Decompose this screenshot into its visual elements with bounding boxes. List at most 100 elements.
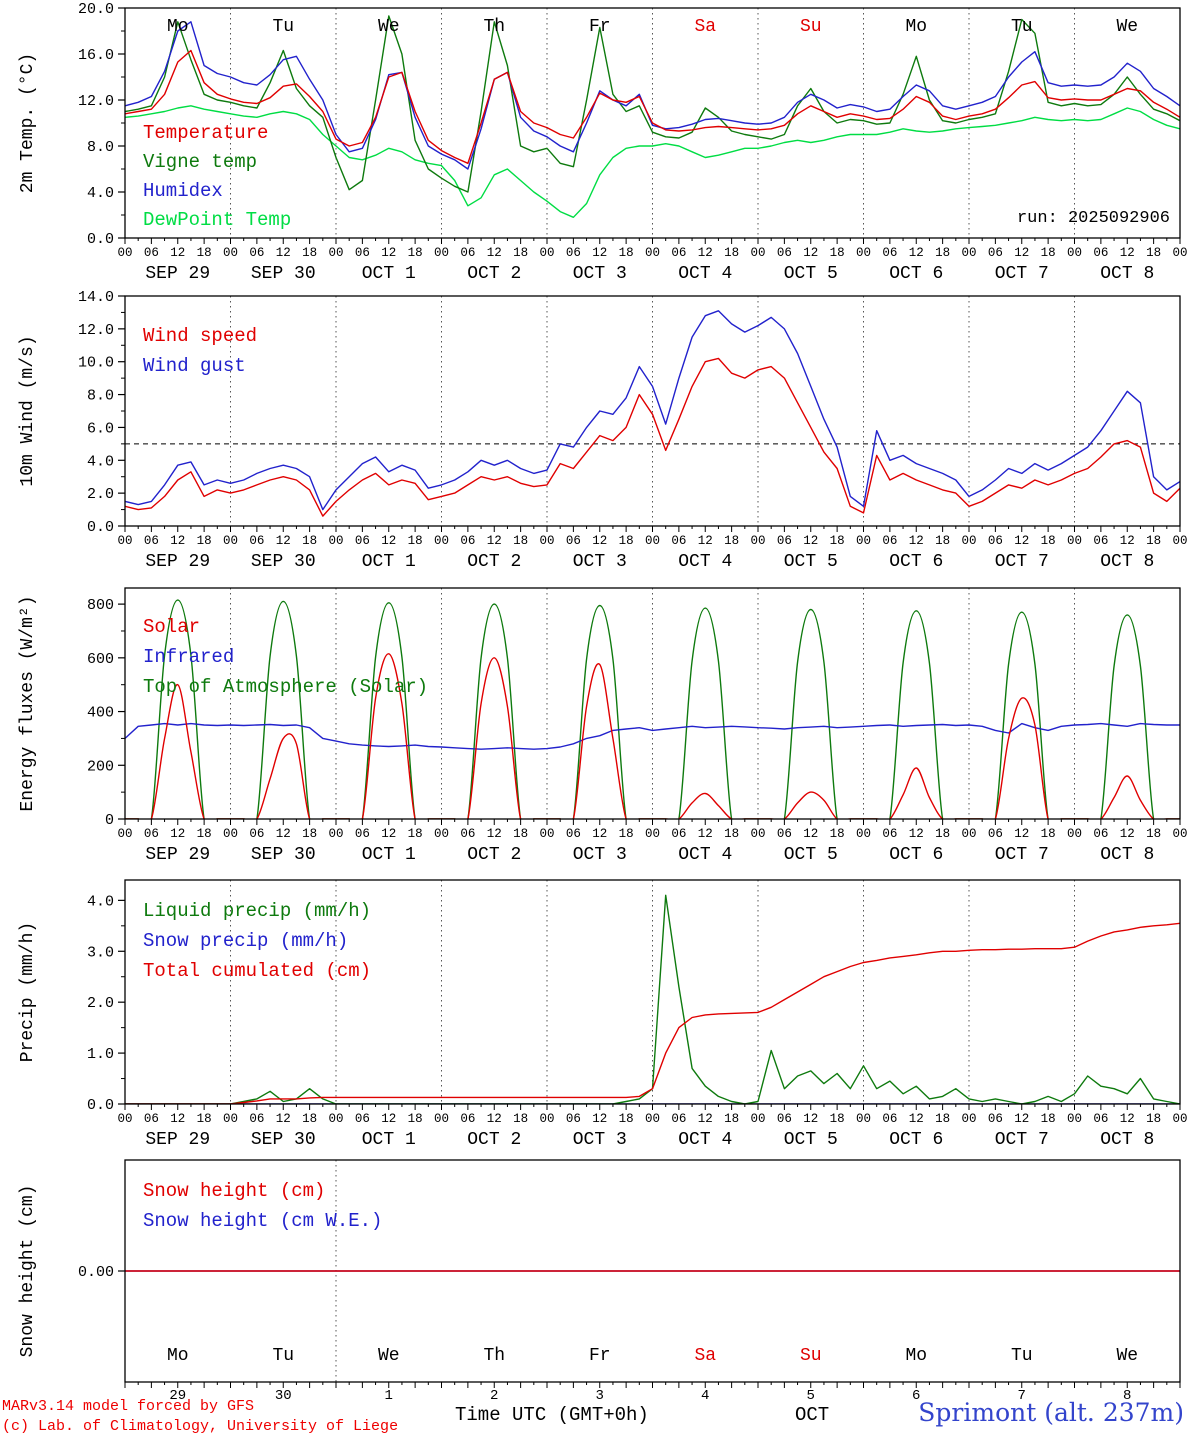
svg-text:18: 18	[408, 534, 423, 548]
svg-text:12: 12	[381, 1112, 396, 1126]
series-line	[125, 653, 1180, 819]
svg-text:18: 18	[724, 246, 739, 260]
svg-text:SEP 30: SEP 30	[251, 845, 316, 865]
svg-text:00: 00	[117, 827, 132, 841]
svg-text:OCT 1: OCT 1	[362, 845, 416, 865]
svg-text:SEP 29: SEP 29	[145, 845, 210, 865]
svg-text:00: 00	[223, 534, 238, 548]
svg-text:00: 00	[645, 1112, 660, 1126]
svg-text:00: 00	[223, 827, 238, 841]
svg-text:Snow height (cm W.E.): Snow height (cm W.E.)	[143, 1210, 382, 1232]
svg-text:06: 06	[144, 534, 159, 548]
svg-text:00: 00	[1067, 1112, 1082, 1126]
svg-text:06: 06	[460, 246, 475, 260]
svg-text:Humidex: Humidex	[143, 180, 223, 202]
svg-text:Mo: Mo	[167, 1346, 189, 1366]
svg-text:OCT 2: OCT 2	[467, 1130, 521, 1150]
svg-text:06: 06	[988, 246, 1003, 260]
svg-text:Tu: Tu	[1011, 17, 1033, 37]
svg-text:06: 06	[882, 534, 897, 548]
svg-text:12: 12	[276, 827, 291, 841]
svg-text:8: 8	[1123, 1388, 1131, 1404]
svg-text:06: 06	[144, 1112, 159, 1126]
svg-text:16.0: 16.0	[78, 47, 114, 64]
series-line	[125, 599, 1180, 819]
series-line	[125, 105, 1180, 218]
svg-text:SEP 30: SEP 30	[251, 1130, 316, 1150]
svg-text:18: 18	[830, 246, 845, 260]
y-axis-label: Energy fluxes (W/m²)	[18, 595, 38, 811]
svg-text:06: 06	[460, 534, 475, 548]
model-credit-line: MARv3.14 model forced by GFS	[2, 1398, 255, 1415]
svg-text:18: 18	[619, 827, 634, 841]
svg-text:10.0: 10.0	[78, 355, 114, 372]
svg-text:00: 00	[750, 827, 765, 841]
svg-text:12: 12	[909, 246, 924, 260]
svg-text:We: We	[1116, 17, 1138, 37]
svg-text:OCT 8: OCT 8	[1100, 845, 1154, 865]
svg-text:Infrared: Infrared	[143, 646, 234, 668]
svg-text:OCT 6: OCT 6	[889, 552, 943, 572]
svg-text:00: 00	[645, 246, 660, 260]
svg-text:400: 400	[87, 705, 114, 722]
svg-text:Sa: Sa	[694, 1346, 716, 1366]
svg-text:06: 06	[988, 827, 1003, 841]
svg-text:06: 06	[249, 1112, 264, 1126]
svg-text:06: 06	[988, 1112, 1003, 1126]
svg-text:Th: Th	[483, 17, 505, 37]
svg-text:06: 06	[249, 827, 264, 841]
panel-2m-temp-series	[125, 15, 1180, 218]
svg-text:3.0: 3.0	[87, 944, 114, 961]
svg-text:00: 00	[961, 827, 976, 841]
panel-precip-series	[125, 894, 1180, 1104]
svg-text:18: 18	[408, 827, 423, 841]
series-line	[125, 894, 1180, 1104]
svg-text:12: 12	[1014, 246, 1029, 260]
svg-text:18: 18	[513, 246, 528, 260]
svg-text:DewPoint Temp: DewPoint Temp	[143, 209, 291, 231]
svg-text:5: 5	[807, 1388, 815, 1404]
svg-text:18: 18	[619, 1112, 634, 1126]
svg-text:12: 12	[1120, 534, 1135, 548]
panel-snow-height: 0.00 Snow height (cm) Mo Tu We Th Fr Sa Su Mo Tu We…	[18, 1159, 1181, 1404]
svg-text:200: 200	[87, 758, 114, 775]
svg-text:Mo: Mo	[167, 17, 189, 37]
svg-text:06: 06	[566, 827, 581, 841]
svg-text:Mo: Mo	[905, 1346, 927, 1366]
series-line	[125, 357, 1180, 517]
svg-text:18: 18	[408, 246, 423, 260]
svg-text:00: 00	[750, 246, 765, 260]
svg-text:12: 12	[698, 246, 713, 260]
svg-text:00: 00	[645, 827, 660, 841]
svg-text:00: 00	[750, 1112, 765, 1126]
svg-text:18: 18	[302, 534, 317, 548]
svg-text:18: 18	[724, 827, 739, 841]
svg-text:06: 06	[249, 246, 264, 260]
svg-text:OCT 2: OCT 2	[467, 552, 521, 572]
svg-text:2.0: 2.0	[87, 995, 114, 1012]
svg-text:18: 18	[197, 534, 212, 548]
svg-text:We: We	[1116, 1346, 1138, 1366]
svg-text:00: 00	[539, 1112, 554, 1126]
y-axis-label: Snow height (cm)	[18, 1185, 38, 1358]
panel-10m-wind-series	[125, 310, 1180, 517]
svg-text:18: 18	[935, 246, 950, 260]
svg-text:12: 12	[909, 534, 924, 548]
svg-text:12: 12	[1120, 246, 1135, 260]
svg-text:0: 0	[105, 812, 114, 829]
svg-text:06: 06	[355, 827, 370, 841]
svg-text:0.0: 0.0	[87, 1097, 114, 1114]
series-line	[125, 722, 1180, 750]
series-line	[125, 310, 1180, 511]
svg-text:SEP 30: SEP 30	[251, 552, 316, 572]
svg-text:00: 00	[539, 534, 554, 548]
svg-text:00: 00	[961, 1112, 976, 1126]
svg-text:18: 18	[830, 534, 845, 548]
svg-text:Snow precip (mm/h): Snow precip (mm/h)	[143, 930, 348, 952]
svg-text:12: 12	[487, 827, 502, 841]
svg-text:00: 00	[1172, 246, 1187, 260]
svg-text:4.0: 4.0	[87, 453, 114, 470]
svg-text:Temperature: Temperature	[143, 122, 268, 144]
